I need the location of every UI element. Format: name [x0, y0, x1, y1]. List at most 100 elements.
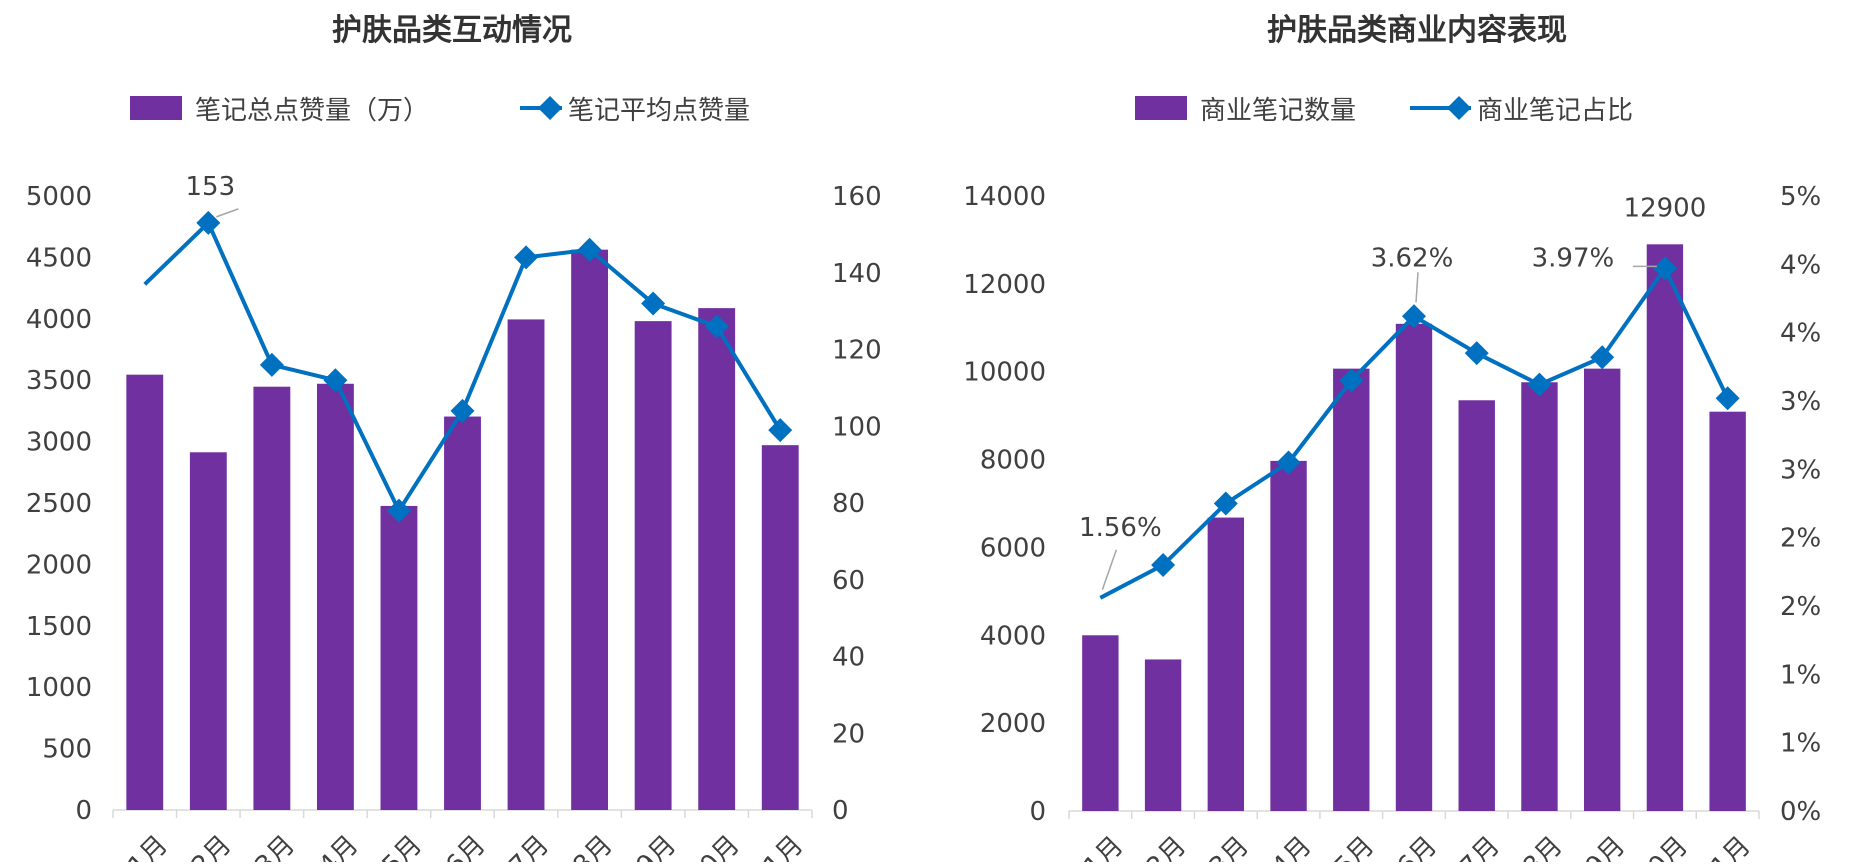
y-left-tick-label: 6000: [980, 533, 1046, 563]
line-marker-diamond: [514, 245, 539, 270]
x-tick-label: 4月: [1266, 831, 1317, 862]
y-left-tick-label: 0: [1029, 797, 1046, 827]
bar: [698, 308, 736, 810]
chart-title: 护肤品类互动情况: [332, 13, 572, 48]
bar: [1082, 635, 1119, 811]
x-tick-label: 11月: [1694, 831, 1757, 862]
y-left-tick-label: 4000: [26, 305, 92, 335]
legend-diamond-icon: [1447, 96, 1471, 120]
legend-label: 笔记总点赞量（万）: [195, 96, 429, 126]
y-left-tick-label: 0: [75, 796, 92, 826]
y-right-tick-label: 40: [832, 643, 865, 673]
y-right-tick-label: 120: [832, 336, 882, 366]
y-left-tick-label: 1500: [26, 612, 92, 642]
data-label: 3.97%: [1532, 243, 1615, 273]
line-marker-diamond: [1715, 386, 1740, 411]
bar: [1207, 517, 1245, 811]
annotation-leader-line: [216, 208, 239, 218]
y-right-tick-label: 4%: [1780, 319, 1821, 349]
y-left-tick-label: 10000: [963, 358, 1046, 388]
annotation-leader-line: [1101, 549, 1118, 591]
legend-diamond-icon: [538, 96, 562, 120]
y-left-tick-label: 2000: [980, 709, 1046, 739]
y-right-tick-label: 0: [832, 796, 849, 826]
line-marker-diamond: [196, 210, 221, 235]
y-left-tick-label: 500: [42, 735, 92, 765]
bar: [1709, 411, 1746, 811]
line-marker-diamond: [577, 237, 602, 262]
line-marker-diamond: [1276, 450, 1301, 475]
bar: [507, 319, 545, 810]
bar: [189, 452, 227, 810]
x-tick-label: 3月: [250, 830, 301, 862]
line-marker-diamond: [1339, 368, 1364, 393]
x-tick-label: 2月: [186, 830, 237, 862]
x-tick-label: 4月: [313, 830, 364, 862]
y-right-tick-label: 140: [832, 259, 882, 289]
line-marker-diamond: [1402, 304, 1426, 329]
y-right-tick-label: 2%: [1780, 524, 1821, 554]
bar: [316, 383, 354, 810]
bar: [1144, 659, 1182, 811]
line-marker-diamond: [1527, 372, 1552, 397]
line-marker-diamond: [1151, 553, 1176, 577]
bar: [1395, 323, 1433, 811]
y-right-tick-label: 80: [832, 489, 865, 519]
y-right-tick-label: 160: [832, 182, 882, 212]
line-marker-diamond: [259, 352, 284, 377]
y-right-tick-label: 60: [832, 566, 865, 596]
line-marker-diamond: [1590, 345, 1615, 370]
bar: [761, 445, 799, 810]
bar: [1646, 244, 1684, 812]
bar: [634, 321, 672, 810]
x-tick-label: 7月: [504, 830, 555, 862]
legend-label: 商业笔记数量: [1200, 96, 1356, 126]
y-right-tick-label: 4%: [1780, 250, 1821, 280]
line-marker-diamond: [768, 418, 793, 443]
x-tick-label: 5月: [377, 830, 428, 862]
bar: [1458, 400, 1495, 811]
bar: [1521, 382, 1558, 811]
y-left-tick-label: 4000: [980, 621, 1046, 651]
chart-title: 护肤品类商业内容表现: [1267, 13, 1567, 48]
line-marker-diamond: [386, 498, 411, 523]
x-tick-label: 3月: [1204, 831, 1255, 862]
line-marker-diamond: [704, 314, 729, 339]
y-right-tick-label: 3%: [1780, 455, 1821, 485]
y-left-tick-label: 14000: [963, 182, 1046, 212]
y-right-tick-label: 1%: [1780, 729, 1821, 759]
y-right-tick-label: 0%: [1780, 797, 1821, 827]
y-right-tick-label: 3%: [1780, 387, 1821, 417]
x-tick-label: 6月: [1392, 831, 1443, 862]
bar: [1583, 368, 1621, 811]
x-tick-label: 2月: [1141, 831, 1192, 862]
y-left-tick-label: 2500: [26, 489, 92, 519]
x-tick-label: 7月: [1455, 831, 1506, 862]
bar: [253, 386, 291, 810]
annotation-leader-line: [1415, 272, 1419, 303]
y-right-tick-label: 100: [832, 412, 882, 442]
y-right-tick-label: 5%: [1780, 182, 1821, 212]
legend-label: 笔记平均点赞量: [568, 96, 750, 126]
legend-bar-swatch: [1135, 96, 1187, 120]
line-marker-diamond: [1464, 341, 1489, 366]
x-tick-label: 8月: [1517, 831, 1568, 862]
y-left-tick-label: 12000: [963, 270, 1046, 300]
data-label: 153: [185, 172, 235, 202]
y-left-tick-label: 8000: [980, 446, 1046, 476]
line-marker-diamond: [1213, 491, 1238, 516]
y-right-tick-label: 20: [832, 719, 865, 749]
x-tick-label: 1月: [123, 830, 174, 862]
bar: [1270, 460, 1307, 811]
x-tick-label: 9月: [631, 830, 682, 862]
x-tick-label: 5月: [1329, 831, 1380, 862]
x-tick-label: 8月: [567, 830, 618, 862]
data-label: 12900: [1624, 193, 1707, 223]
bar: [1333, 368, 1370, 811]
y-right-tick-label: 1%: [1780, 660, 1821, 690]
y-left-tick-label: 3500: [26, 366, 92, 396]
bar: [126, 374, 164, 810]
x-tick-label: 6月: [440, 830, 491, 862]
x-tick-label: 10月: [683, 830, 746, 862]
